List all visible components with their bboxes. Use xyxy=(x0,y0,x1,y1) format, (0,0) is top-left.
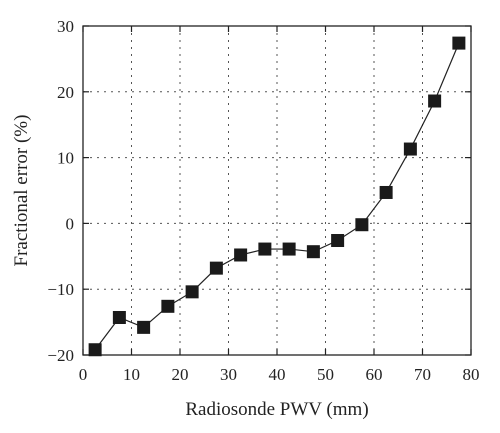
data-point-marker xyxy=(258,242,272,256)
data-point-marker xyxy=(234,248,248,262)
data-point-marker xyxy=(112,310,126,324)
y-tick-label: 20 xyxy=(57,83,74,102)
y-axis-title: Fractional error (%) xyxy=(11,115,32,267)
y-tick-label: −20 xyxy=(47,346,74,365)
data-point-marker xyxy=(137,320,151,334)
y-tick-label: −10 xyxy=(47,280,74,299)
y-tick-label: 0 xyxy=(66,214,75,233)
data-point-marker xyxy=(209,261,223,275)
x-tick-label: 0 xyxy=(79,365,88,384)
data-series xyxy=(88,36,466,357)
data-point-marker xyxy=(403,142,417,156)
x-tick-label: 60 xyxy=(366,365,383,384)
x-tick-label: 30 xyxy=(220,365,237,384)
data-point-marker xyxy=(452,36,466,50)
data-point-marker xyxy=(161,299,175,313)
x-tick-label: 40 xyxy=(269,365,286,384)
data-point-marker xyxy=(355,218,369,232)
y-tick-label: 10 xyxy=(57,149,74,168)
data-point-marker xyxy=(331,234,345,248)
x-axis-title: Radiosonde PWV (mm) xyxy=(185,399,368,420)
x-tick-label: 20 xyxy=(172,365,189,384)
x-tick-labels: 0 10 20 30 40 50 60 70 80 xyxy=(79,365,480,384)
data-point-marker xyxy=(428,94,442,108)
y-tick-labels: −20 −10 0 10 20 30 xyxy=(47,17,74,365)
data-point-marker xyxy=(282,242,296,256)
data-point-marker xyxy=(88,343,102,357)
x-tick-label: 50 xyxy=(317,365,334,384)
y-tick-label: 30 xyxy=(57,17,74,36)
data-point-marker xyxy=(306,245,320,259)
series-line xyxy=(94,42,460,351)
data-point-marker xyxy=(379,185,393,199)
data-point-marker xyxy=(185,285,199,299)
grid-lines xyxy=(83,26,471,355)
x-tick-label: 80 xyxy=(463,365,480,384)
x-tick-label: 10 xyxy=(123,365,140,384)
x-tick-label: 70 xyxy=(414,365,431,384)
axis-ticks xyxy=(82,25,472,356)
